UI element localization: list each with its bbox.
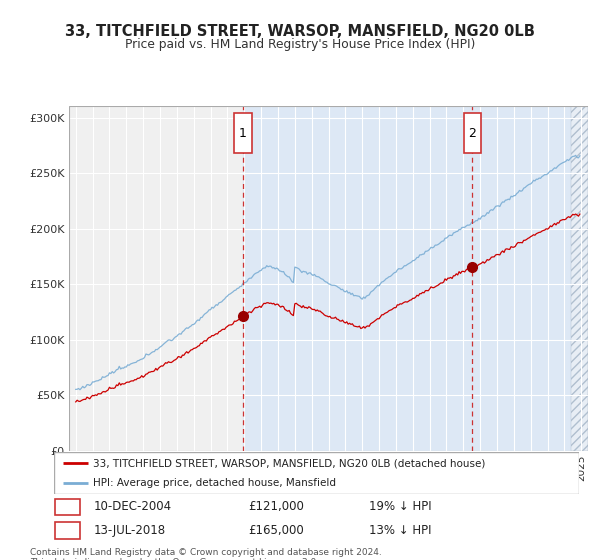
Bar	[571, 106, 588, 451]
Text: Price paid vs. HM Land Registry's House Price Index (HPI): Price paid vs. HM Land Registry's House …	[125, 38, 475, 51]
Text: 13% ↓ HPI: 13% ↓ HPI	[369, 524, 431, 537]
Text: 33, TITCHFIELD STREET, WARSOP, MANSFIELD, NG20 0LB (detached house): 33, TITCHFIELD STREET, WARSOP, MANSFIELD…	[94, 458, 486, 468]
Text: 19% ↓ HPI: 19% ↓ HPI	[369, 500, 431, 513]
Bar	[55, 522, 80, 539]
Text: HPI: Average price, detached house, Mansfield: HPI: Average price, detached house, Mans…	[94, 478, 337, 488]
Text: £165,000: £165,000	[248, 524, 304, 537]
Bar	[464, 113, 481, 153]
Bar	[234, 113, 252, 153]
Bar	[55, 498, 80, 515]
Text: 2: 2	[469, 127, 476, 139]
Text: £121,000: £121,000	[248, 500, 304, 513]
Text: 10-DEC-2004: 10-DEC-2004	[94, 500, 172, 513]
Text: Contains HM Land Registry data © Crown copyright and database right 2024.
This d: Contains HM Land Registry data © Crown c…	[30, 548, 382, 560]
Bar	[243, 106, 571, 451]
Text: 1: 1	[239, 127, 247, 139]
Text: 33, TITCHFIELD STREET, WARSOP, MANSFIELD, NG20 0LB: 33, TITCHFIELD STREET, WARSOP, MANSFIELD…	[65, 24, 535, 39]
Text: 2: 2	[64, 524, 71, 537]
Text: 13-JUL-2018: 13-JUL-2018	[94, 524, 166, 537]
FancyBboxPatch shape	[54, 452, 579, 494]
Text: 1: 1	[64, 500, 71, 513]
